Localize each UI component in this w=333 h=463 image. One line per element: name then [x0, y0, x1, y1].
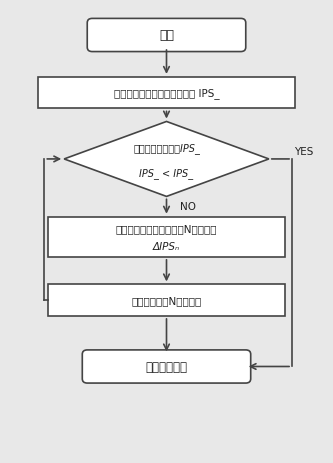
FancyBboxPatch shape [82, 350, 251, 383]
Text: 开始正式曝光: 开始正式曝光 [146, 360, 187, 373]
Bar [38, 78, 295, 109]
Text: 确定需要调整的偏振单元N与偏振量: 确定需要调整的偏振单元N与偏振量 [116, 224, 217, 233]
Text: 与期望偏振态比较IPS_: 与期望偏振态比较IPS_ [133, 143, 200, 154]
Text: YES: YES [294, 147, 313, 156]
Text: IPS_ < IPS_: IPS_ < IPS_ [140, 168, 193, 179]
Text: NO: NO [180, 201, 196, 211]
Text: 测试当前像面各视场点偏振态 IPS_: 测试当前像面各视场点偏振态 IPS_ [114, 88, 219, 99]
Text: 调整偏振单元N的偏振态: 调整偏振单元N的偏振态 [132, 295, 201, 306]
Text: ΔIPSₙ: ΔIPSₙ [153, 241, 180, 251]
Polygon shape [64, 122, 269, 197]
Bar [48, 285, 285, 316]
FancyBboxPatch shape [87, 19, 246, 52]
Bar [48, 217, 285, 257]
Text: 开始: 开始 [159, 30, 174, 43]
